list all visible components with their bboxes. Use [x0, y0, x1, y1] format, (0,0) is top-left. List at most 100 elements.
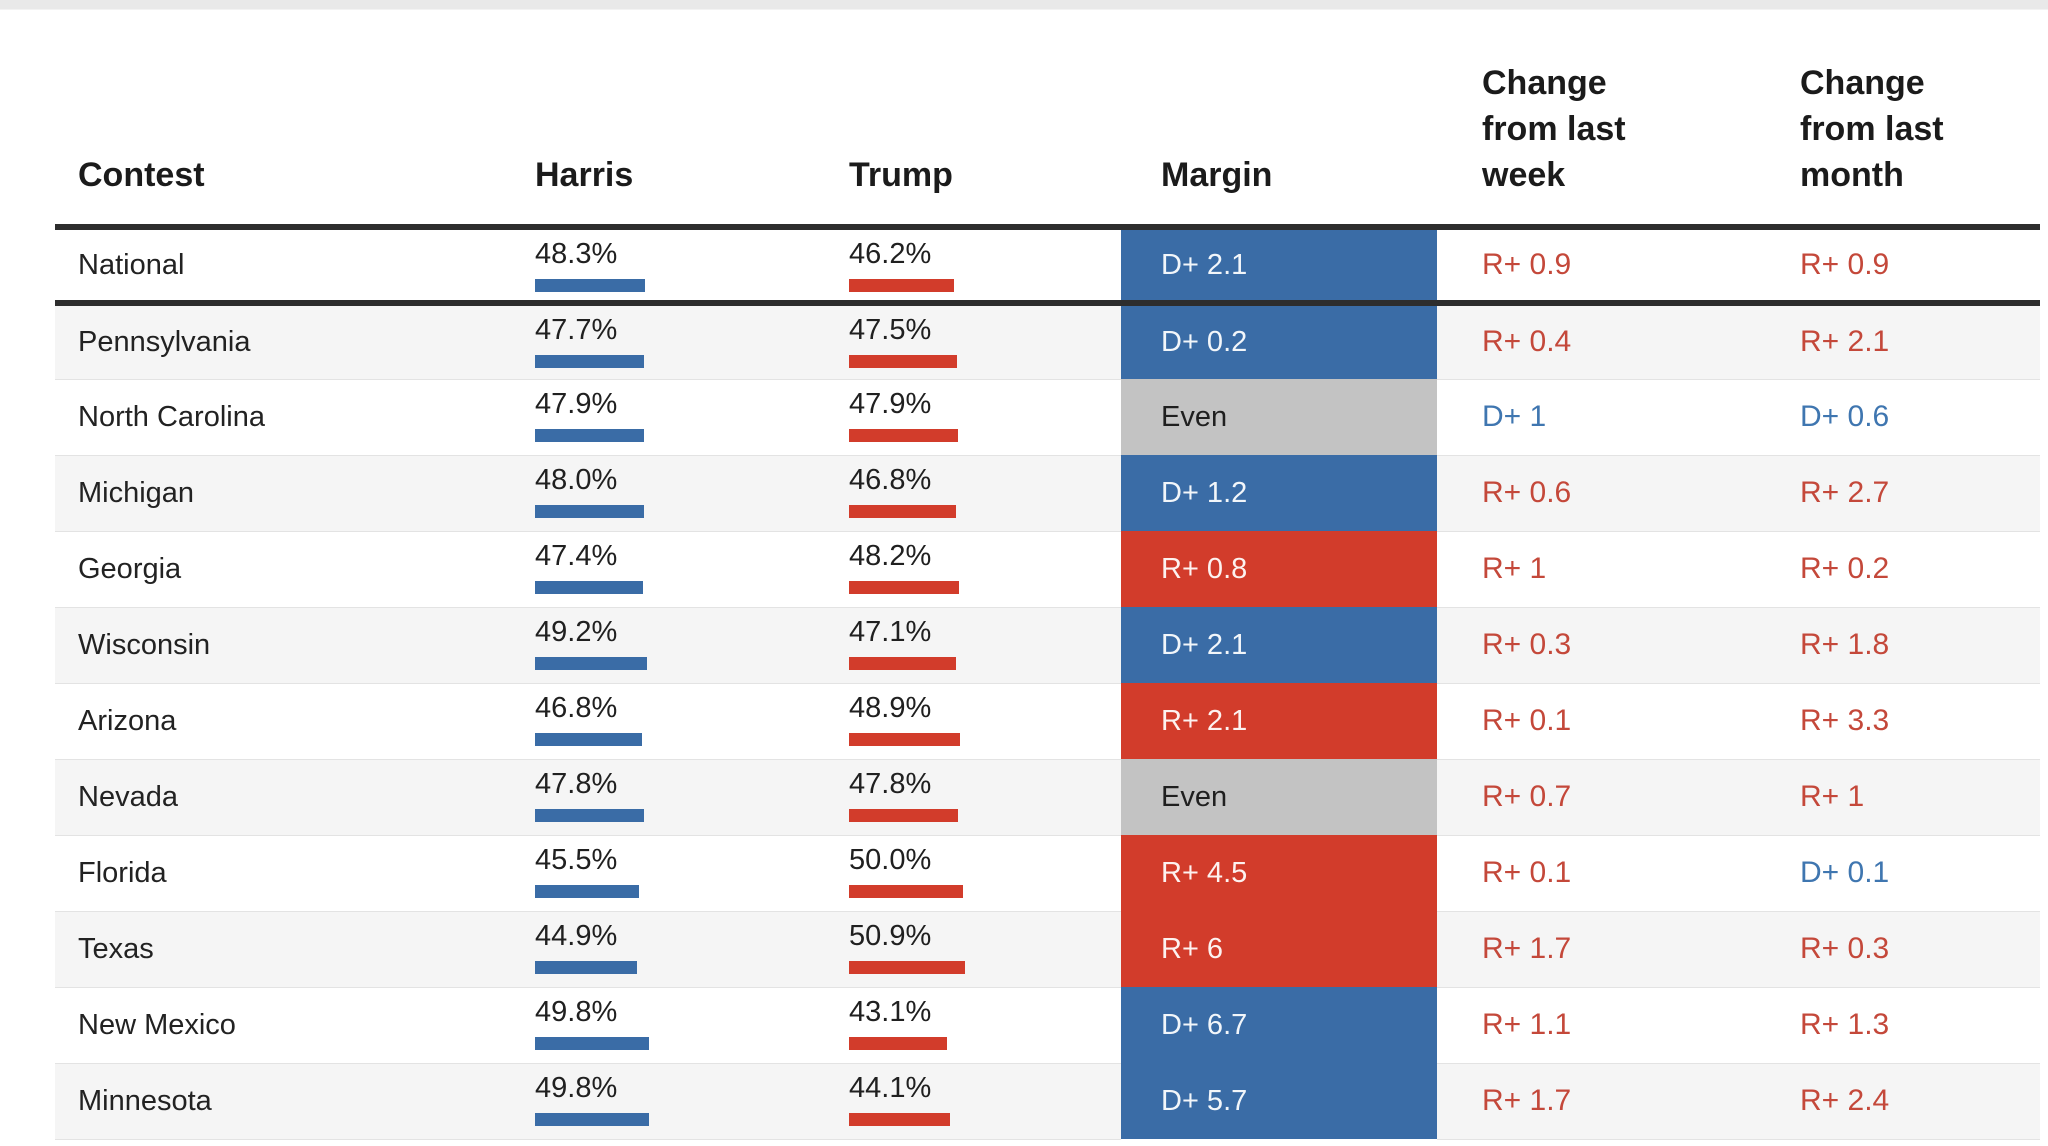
change-week-cell: D+ 1 [1437, 378, 1757, 455]
margin-cell: Even [1121, 759, 1437, 835]
trump-percent: 46.2% [849, 238, 932, 270]
trump-cell: 48.2% [849, 530, 1121, 607]
header-contest: Contest [78, 156, 205, 194]
trump-cell: 46.8% [849, 454, 1121, 531]
header-row: Contest Harris Trump Margin Change from … [55, 10, 2040, 227]
trump-bar [849, 428, 959, 442]
change-week-cell: R+ 1 [1437, 530, 1757, 607]
trump-bar [849, 355, 958, 368]
trump-bar [849, 279, 955, 292]
trump-cell: 43.1% [849, 986, 1121, 1063]
trump-cell: 46.2% [849, 224, 1121, 303]
change-month-cell: D+ 0.6 [1757, 378, 2040, 455]
trump-cell: 47.1% [849, 606, 1121, 683]
table-row: Wisconsin 49.2% 47.1% D+ 2.1 R+ 0.3 R+ 1.8 [55, 606, 2040, 683]
trump-percent: 47.1% [849, 615, 932, 648]
contest-cell: Texas [55, 910, 457, 987]
change-month-cell: R+ 3.3 [1757, 682, 2040, 759]
table-row: Georgia 47.4% 48.2% R+ 0.8 R+ 1 R+ 0.2 [55, 530, 2040, 607]
trump-bar [849, 1036, 948, 1050]
margin-cell: D+ 2.1 [1121, 224, 1437, 303]
harris-percent: 49.8% [535, 1071, 618, 1104]
harris-bar [535, 580, 644, 594]
page-top-strip [0, 0, 2048, 10]
trump-percent: 47.9% [849, 387, 932, 420]
contest-cell: National [55, 224, 457, 303]
harris-percent: 47.7% [535, 314, 618, 346]
header-change-month: Change from last month [1800, 64, 1944, 194]
table-row: Minnesota 49.8% 44.1% D+ 5.7 R+ 1.7 R+ 2.4 [55, 1062, 2040, 1140]
harris-cell: 49.8% [457, 1062, 849, 1140]
contest-cell: North Carolina [55, 378, 457, 455]
table-row: New Mexico 49.8% 43.1% D+ 6.7 R+ 1.1 R+ 1.3 [55, 986, 2040, 1063]
polling-averages-table: Contest Harris Trump Margin Change from … [55, 10, 2040, 1140]
change-week-cell: R+ 0.3 [1437, 606, 1757, 683]
change-week-cell: R+ 0.1 [1437, 834, 1757, 911]
harris-bar [535, 884, 639, 898]
table-row: Texas 44.9% 50.9% R+ 6 R+ 1.7 R+ 0.3 [55, 910, 2040, 987]
table-row: Pennsylvania 47.7% 47.5% D+ 0.2 R+ 0.4 R+ 2.1 [55, 300, 2040, 379]
harris-cell: 45.5% [457, 834, 849, 911]
margin-cell: R+ 6 [1121, 911, 1437, 987]
change-month-cell: R+ 1.3 [1757, 986, 2040, 1063]
trump-cell: 48.9% [849, 682, 1121, 759]
harris-percent: 47.4% [535, 539, 618, 572]
trump-bar [849, 808, 958, 822]
header-trump: Trump [849, 156, 953, 194]
margin-cell: R+ 0.8 [1121, 531, 1437, 607]
trump-cell: 50.0% [849, 834, 1121, 911]
table-row: Florida 45.5% 50.0% R+ 4.5 R+ 0.1 D+ 0.1 [55, 834, 2040, 911]
trump-cell: 47.9% [849, 378, 1121, 455]
polling-table-container: Contest Harris Trump Margin Change from … [0, 10, 2048, 1140]
trump-percent: 46.8% [849, 463, 932, 496]
trump-percent: 50.9% [849, 919, 932, 952]
change-week-cell: R+ 0.6 [1437, 454, 1757, 531]
change-week-cell: R+ 0.9 [1437, 224, 1757, 303]
change-month-cell: R+ 0.3 [1757, 910, 2040, 987]
harris-cell: 47.8% [457, 758, 849, 835]
trump-percent: 48.9% [849, 691, 932, 724]
trump-bar [849, 960, 966, 974]
change-month-cell: R+ 1 [1757, 758, 2040, 835]
harris-bar [535, 504, 645, 518]
harris-percent: 47.9% [535, 387, 618, 420]
change-week-cell: R+ 0.7 [1437, 758, 1757, 835]
trump-bar [849, 580, 959, 594]
margin-cell: D+ 6.7 [1121, 987, 1437, 1063]
contest-cell: Minnesota [55, 1062, 457, 1140]
margin-cell: D+ 1.2 [1121, 455, 1437, 531]
trump-percent: 47.5% [849, 314, 932, 346]
change-week-cell: R+ 0.4 [1437, 300, 1757, 379]
change-month-cell: D+ 0.1 [1757, 834, 2040, 911]
margin-cell: D+ 2.1 [1121, 607, 1437, 683]
harris-cell: 49.8% [457, 986, 849, 1063]
harris-cell: 47.9% [457, 378, 849, 455]
harris-percent: 48.0% [535, 463, 618, 496]
contest-cell: Florida [55, 834, 457, 911]
change-week-cell: R+ 1.7 [1437, 910, 1757, 987]
harris-bar [535, 355, 644, 368]
change-month-cell: R+ 2.7 [1757, 454, 2040, 531]
harris-bar [535, 960, 638, 974]
header-change-week: Change from last week [1482, 64, 1626, 194]
trump-bar [849, 504, 956, 518]
harris-bar [535, 808, 644, 822]
trump-percent: 48.2% [849, 539, 932, 572]
table-row: North Carolina 47.9% 47.9% Even D+ 1 D+ 0.6 [55, 378, 2040, 455]
change-month-cell: R+ 2.4 [1757, 1062, 2040, 1140]
harris-bar [535, 656, 648, 670]
trump-percent: 44.1% [849, 1071, 932, 1104]
change-month-cell: R+ 0.9 [1757, 224, 2040, 303]
margin-cell: Even [1121, 379, 1437, 455]
harris-percent: 49.8% [535, 995, 618, 1028]
harris-cell: 47.4% [457, 530, 849, 607]
contest-cell: Michigan [55, 454, 457, 531]
harris-bar [535, 1036, 649, 1050]
contest-cell: New Mexico [55, 986, 457, 1063]
table-row: Arizona 46.8% 48.9% R+ 2.1 R+ 0.1 R+ 3.3 [55, 682, 2040, 759]
change-week-cell: R+ 1.1 [1437, 986, 1757, 1063]
harris-percent: 44.9% [535, 919, 618, 952]
contest-cell: Arizona [55, 682, 457, 759]
margin-cell: D+ 0.2 [1121, 300, 1437, 379]
harris-bar [535, 279, 646, 292]
